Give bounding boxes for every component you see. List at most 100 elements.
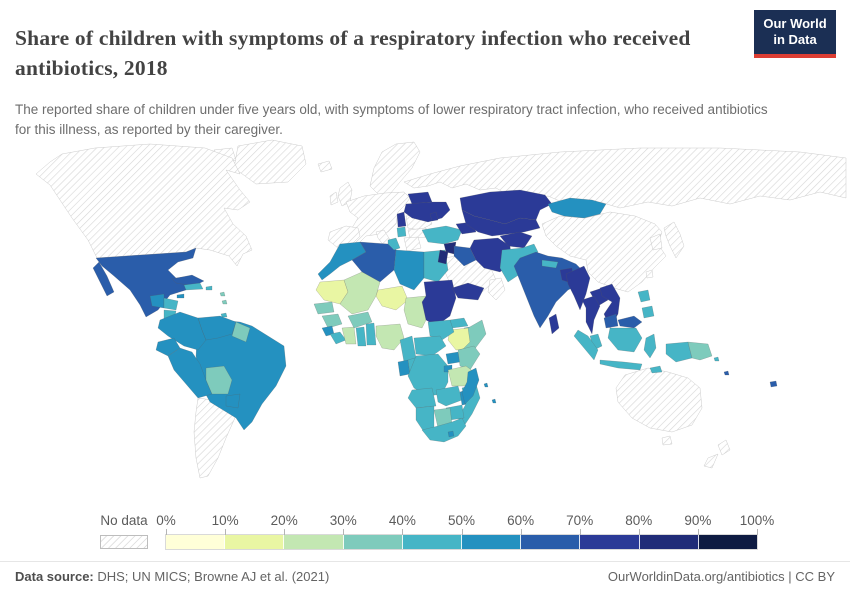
- country-guyana-suriname[interactable]: Guyana & Suriname: 30-40%: [231, 321, 251, 343]
- country-ukraine[interactable]: Ukraine: 70-80%: [403, 201, 451, 223]
- country-ghana[interactable]: Ghana: 40-50%: [355, 326, 367, 347]
- owid-logo-line1: Our World: [763, 16, 827, 31]
- legend-no-data-swatch[interactable]: [100, 535, 148, 549]
- country-fiji[interactable]: Fiji: 60-70%: [769, 380, 778, 388]
- country-greece[interactable]: Greece: No data: [403, 236, 422, 252]
- world-map: Greenland: No data Greenland: No data Gr…: [0, 138, 850, 506]
- country-guinea[interactable]: Guinea: 30-40%: [321, 313, 343, 329]
- country-yemen[interactable]: Yemen: 70-80%: [451, 282, 485, 301]
- country-korea[interactable]: North & South Korea: No data: [649, 233, 663, 251]
- country-solomon-islands[interactable]: Solomon Islands: 40-50%: [713, 356, 720, 362]
- country-malaysia-borneo[interactable]: Malaysia (Borneo): 60-70%: [617, 315, 643, 329]
- country-afghanistan[interactable]: Afghanistan: 70-80%: [499, 231, 533, 249]
- country-mexico[interactable]: Mexico: 60-70%: [92, 261, 115, 297]
- legend-bin[interactable]: [462, 535, 522, 549]
- country-jordan[interactable]: Jordan: 80-90%: [437, 249, 449, 265]
- country-sri-lanka[interactable]: Sri Lanka: 70-80%: [548, 313, 560, 335]
- country-mali[interactable]: Mali: 20-30%: [339, 271, 381, 315]
- country-mauritius[interactable]: Mauritius: 50-60%: [491, 398, 497, 404]
- country-papua-new-guinea[interactable]: Papua New Guinea: 30-40%: [687, 341, 713, 361]
- country-uganda[interactable]: Uganda: 50-60%: [445, 351, 461, 365]
- country-central-asia[interactable]: Uzbekistan, Turkmenistan, Kyrgyzstan & T…: [461, 209, 541, 237]
- footer-data-source: Data source: DHS; UN MICS; Browne AJ et …: [15, 569, 329, 584]
- country-taiwan[interactable]: Taiwan: No data: [645, 269, 654, 279]
- legend-tick-label: 90%: [684, 513, 712, 528]
- country-senegal[interactable]: Senegal: 30-40%: [313, 301, 335, 315]
- legend-bin[interactable]: [521, 535, 581, 549]
- country-indonesia[interactable]: Indonesia: 40-50%: [643, 333, 657, 359]
- country-indonesia[interactable]: Indonesia: 40-50%: [607, 327, 643, 353]
- legend-bin[interactable]: [698, 535, 758, 549]
- country-new-zealand[interactable]: New Zealand: No data: [717, 439, 731, 456]
- legend-bin[interactable]: [343, 535, 403, 549]
- country-moldova[interactable]: Moldova: 70-80%: [429, 211, 439, 222]
- country-iraq[interactable]: Iraq: 60-70%: [453, 245, 477, 267]
- country-ireland[interactable]: Ireland: No data: [329, 191, 339, 206]
- country-jamaica[interactable]: Jamaica: 50-60%: [176, 293, 185, 299]
- country-ivory-coast[interactable]: Cote d'Ivoire: 20-30%: [341, 326, 357, 345]
- country-lesser-antilles[interactable]: Lesser Antilles: 30-40%: [221, 299, 228, 305]
- footer-divider: [0, 561, 850, 562]
- country-guatemala[interactable]: Guatemala: 50-60%: [149, 293, 165, 309]
- legend-tick-label: 80%: [625, 513, 653, 528]
- country-philippines[interactable]: Philippines: 40-50%: [637, 289, 651, 303]
- legend-bin[interactable]: [402, 535, 463, 549]
- country-madagascar[interactable]: Madagascar: 50-60%: [461, 367, 480, 405]
- country-japan[interactable]: Japan: No data: [663, 221, 685, 259]
- legend-bin[interactable]: [580, 535, 640, 549]
- country-timor-leste[interactable]: Timor-Leste: 40-50%: [649, 365, 663, 374]
- country-burkina-faso[interactable]: Burkina Faso: 30-40%: [347, 311, 373, 329]
- country-tunisia[interactable]: Tunisia: 40-50%: [387, 237, 401, 251]
- country-indonesia[interactable]: Indonesia: 40-50%: [599, 359, 643, 371]
- country-oman[interactable]: Oman: No data: [487, 277, 506, 301]
- legend-bin[interactable]: [166, 535, 226, 549]
- country-zambia[interactable]: Zambia: 40-50%: [435, 385, 463, 407]
- country-south-africa[interactable]: South Africa: 40-50%: [421, 417, 467, 443]
- country-honduras[interactable]: Honduras: 40-50%: [163, 297, 179, 311]
- country-philippines[interactable]: Philippines: 40-50%: [641, 305, 655, 319]
- country-venezuela[interactable]: Venezuela: 50-60%: [197, 315, 237, 341]
- country-north-america[interactable]: Canada & United States: No data: [35, 143, 253, 267]
- country-lesser-antilles[interactable]: Lesser Antilles: 30-40%: [219, 291, 226, 297]
- legend-bin[interactable]: [284, 535, 344, 549]
- country-indonesia[interactable]: Indonesia: 40-50%: [573, 329, 599, 361]
- country-central-african-republic[interactable]: Central African Republic: 40-50%: [413, 335, 447, 357]
- legend-tick-label: 60%: [507, 513, 535, 528]
- country-togo-benin[interactable]: Togo & Benin: 40-50%: [365, 322, 377, 346]
- country-iberia[interactable]: Spain & Portugal: No data: [327, 225, 361, 249]
- country-cambodia[interactable]: Cambodia: 60-70%: [603, 313, 619, 329]
- country-australia[interactable]: Australia: No data: [661, 435, 673, 446]
- country-thailand[interactable]: Thailand: 70-80%: [581, 295, 601, 335]
- country-comoros[interactable]: Comoros: 50-60%: [483, 382, 489, 388]
- footer-link[interactable]: OurWorldinData.org/antibiotics | CC BY: [607, 569, 835, 584]
- country-albania[interactable]: Albania & North Macedonia: 40-50%: [396, 226, 407, 238]
- country-kenya[interactable]: Kenya: 30-40%: [457, 345, 481, 371]
- country-bolivia[interactable]: Bolivia: 30-40%: [205, 365, 233, 395]
- country-vanuatu[interactable]: Vanuatu: 60-70%: [723, 370, 730, 376]
- country-mongolia[interactable]: Mongolia: 50-60%: [547, 197, 607, 219]
- chart-subtitle: The reported share of children under fiv…: [15, 101, 768, 137]
- legend-bin[interactable]: [639, 535, 699, 549]
- country-hispaniola[interactable]: Haiti & Dominican Republic: 40-50%: [183, 282, 204, 291]
- country-serbia[interactable]: Serbia: 70-80%: [396, 211, 407, 228]
- country-paraguay[interactable]: Paraguay: 50-60%: [225, 393, 241, 409]
- owid-logo[interactable]: Our World in Data: [754, 10, 836, 58]
- legend-tick-label: 30%: [329, 513, 357, 528]
- country-iceland[interactable]: Iceland: No data: [317, 160, 333, 173]
- country-australia[interactable]: Australia: No data: [615, 367, 703, 433]
- country-puerto-rico[interactable]: Puerto Rico: 40-50%: [205, 285, 213, 291]
- country-lesotho[interactable]: Lesotho: 50-60%: [447, 430, 455, 438]
- legend-ticks: 0% 10% 20% 30% 40% 50% 60% 70% 80% 90% 100%: [156, 513, 774, 531]
- legend-bin[interactable]: [225, 535, 285, 549]
- country-new-zealand[interactable]: New Zealand: No data: [703, 453, 719, 469]
- country-niger[interactable]: Niger: 10-20%: [375, 285, 409, 311]
- country-turkey[interactable]: Turkey: 40-50%: [421, 225, 463, 245]
- country-indonesia[interactable]: Indonesia: 40-50%: [665, 341, 693, 363]
- country-nigeria[interactable]: Nigeria: 20-30%: [375, 323, 405, 351]
- country-south-sudan[interactable]: South Sudan: 40-50%: [427, 319, 455, 341]
- legend-tick-mark: [166, 529, 167, 535]
- country-trinidad[interactable]: Trinidad and Tobago: 40-50%: [220, 312, 228, 318]
- country-nepal[interactable]: Nepal: 40-50%: [541, 259, 559, 269]
- country-colombia[interactable]: Colombia: 50-60%: [157, 311, 207, 351]
